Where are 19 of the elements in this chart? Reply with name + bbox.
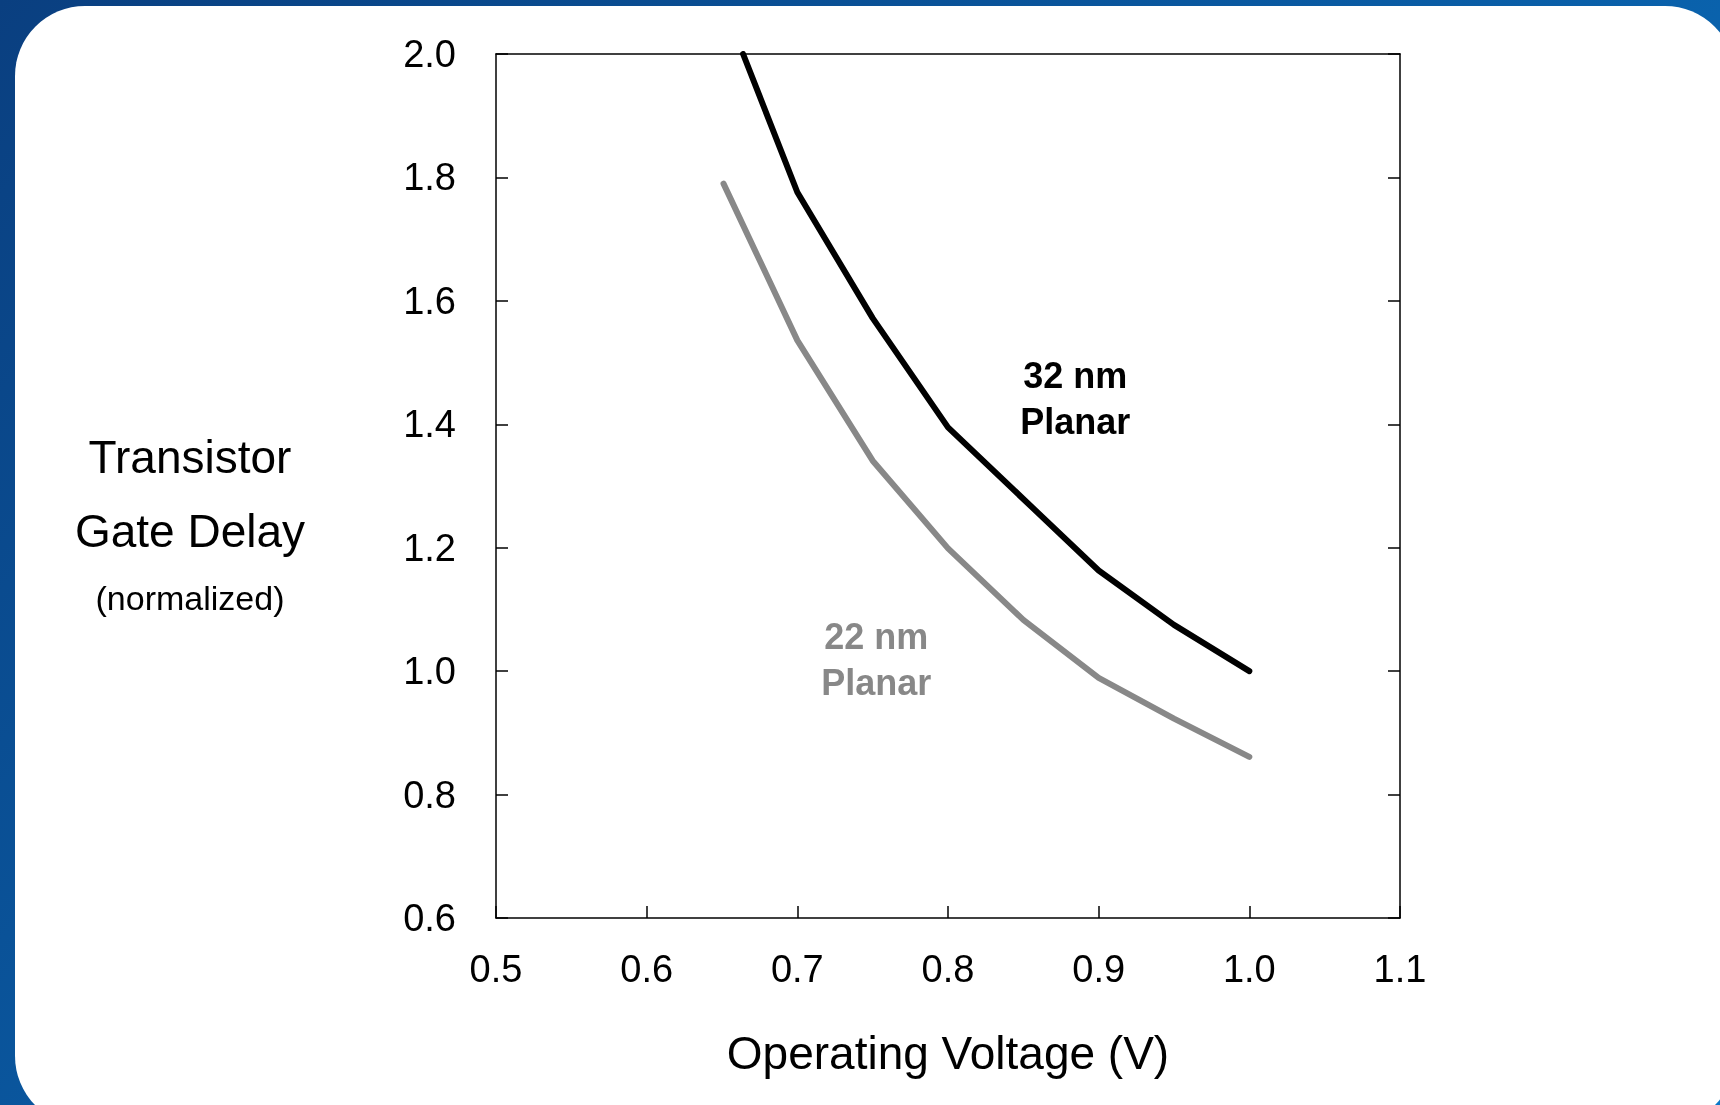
x-axis-title: Operating Voltage (V)	[726, 1027, 1170, 1079]
series-label: 32 nm Planar	[1020, 355, 1131, 443]
y-axis-title: Transistor Gate Delay (normalized)	[73, 430, 307, 619]
y-tick-label: 1.2	[403, 526, 456, 569]
x-tick-label: 0.9	[1072, 948, 1126, 990]
y-tick-label: 1.0	[403, 650, 456, 693]
x-tick-label: 0.7	[770, 948, 824, 990]
x-tick-label: 1.0	[1222, 948, 1276, 990]
y-tick-label: 2.0	[403, 33, 456, 75]
x-tick-label: 1.1	[1373, 948, 1427, 990]
y-tick-label: 0.8	[403, 773, 456, 816]
x-tick-label: 0.5	[469, 948, 523, 990]
y-tick-label: 1.6	[403, 279, 456, 322]
x-tick-label: 0.6	[620, 948, 674, 990]
y-tick-label: 0.6	[403, 897, 456, 939]
y-tick-label: 1.4	[403, 403, 456, 446]
y-tick-label: 1.8	[403, 156, 456, 199]
x-tick-label: 0.8	[921, 948, 975, 990]
series-label: 22 nm Planar	[821, 616, 932, 704]
